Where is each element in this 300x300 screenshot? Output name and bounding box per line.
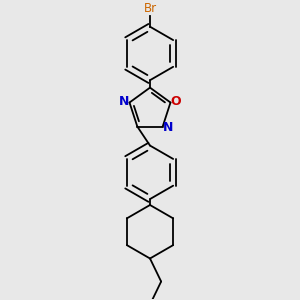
Text: O: O [170, 94, 181, 107]
Text: N: N [119, 94, 130, 107]
Text: N: N [163, 121, 173, 134]
Text: Br: Br [143, 2, 157, 15]
